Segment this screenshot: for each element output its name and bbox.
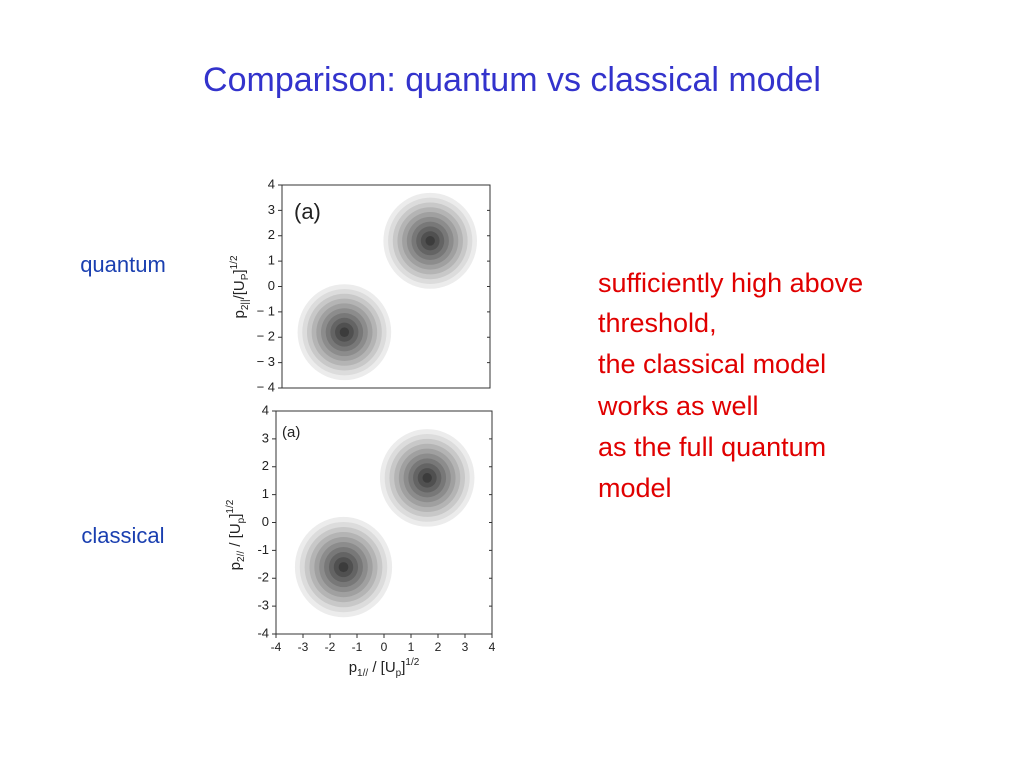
x-tick-label: -4	[271, 640, 282, 654]
x-tick-label: 3	[462, 640, 469, 654]
axis-label-part: / [U	[368, 659, 396, 676]
x-tick-label: 0	[381, 640, 388, 654]
note-line: threshold,	[598, 308, 717, 338]
axis-label-part: p	[349, 659, 357, 676]
plot-area	[297, 192, 478, 381]
note-line: model	[598, 473, 672, 503]
density-level	[338, 562, 349, 573]
density-blob	[383, 192, 478, 289]
axis-label-part: p	[236, 517, 247, 523]
x-tick-label: 4	[489, 640, 496, 654]
panel-label: (a)	[294, 199, 321, 224]
axis-label: p2// / [Up]1/2	[225, 499, 247, 570]
x-tick-label: -2	[325, 640, 336, 654]
axis-label-part: p	[231, 310, 248, 318]
y-tick-label: -2	[257, 570, 269, 585]
y-tick-label: 4	[268, 176, 275, 191]
axis-label-part: 1//	[357, 668, 368, 679]
density-blob	[379, 429, 475, 527]
density-level	[339, 327, 350, 337]
y-tick-label: − 3	[257, 354, 275, 369]
plot-area	[294, 429, 475, 618]
axis-label-part: 1/2	[229, 255, 240, 269]
x-tick-label: 2	[435, 640, 442, 654]
panel-label: (a)	[282, 424, 300, 441]
density-level	[422, 473, 432, 483]
axis-label-part: p	[396, 668, 402, 679]
axis-label-part: 1/2	[225, 499, 236, 513]
x-tick-label: -1	[352, 640, 363, 654]
note: sufficiently high above threshold, the cla…	[597, 268, 863, 503]
axis-label-part: ]	[231, 269, 248, 273]
note-line: sufficiently high above	[598, 268, 863, 298]
axis-label-part: ]	[401, 659, 405, 676]
axis-label-part: ]	[227, 514, 244, 518]
note-line: as the full quantum	[598, 432, 826, 462]
axis-label-part: /[U	[231, 280, 248, 299]
density-blob	[294, 516, 393, 618]
axis-label-part: 2||	[240, 299, 251, 310]
axis-label: p1// / [Up]1/2	[349, 657, 420, 679]
y-tick-label: -3	[257, 598, 269, 613]
axis-label: p2||/[UP]1/2	[229, 255, 251, 318]
x-tick-label: -3	[298, 640, 309, 654]
axis-label-part: 2//	[236, 551, 247, 562]
note-line: the classical model	[598, 349, 826, 379]
y-tick-label: 2	[268, 227, 275, 242]
y-tick-label: − 4	[257, 379, 275, 394]
y-tick-label: -4	[257, 625, 269, 640]
row-label: quantum	[80, 252, 166, 277]
y-tick-label: 4	[262, 402, 269, 417]
slide-title: Comparison: quantum vs classical model	[203, 61, 821, 99]
density-blob	[297, 284, 392, 381]
y-tick-label: − 2	[257, 329, 275, 344]
y-tick-label: 3	[268, 202, 275, 217]
axis-label-part: / [U	[227, 523, 244, 551]
note-line: works as well	[597, 391, 759, 421]
x-tick-label: 1	[408, 640, 415, 654]
y-tick-label: 1	[262, 486, 269, 501]
y-tick-label: − 1	[257, 303, 275, 318]
figure: (a) 4 3 2 1 0 − 1 − 2 − 3 − 4 p2||/[UP]1/2	[229, 176, 491, 394]
axis-label-part: 1/2	[405, 657, 419, 668]
axis-label-part: P	[240, 273, 251, 280]
y-tick-label: -1	[257, 542, 269, 557]
density-level	[425, 236, 435, 246]
y-tick-label: 0	[262, 514, 269, 529]
y-tick-label: 1	[268, 253, 275, 268]
y-tick-label: 2	[262, 458, 269, 473]
axis-label-part: p	[227, 562, 244, 570]
row-label: classical	[81, 523, 164, 548]
y-tick-label: 0	[268, 278, 275, 293]
y-tick-label: 3	[262, 430, 269, 445]
